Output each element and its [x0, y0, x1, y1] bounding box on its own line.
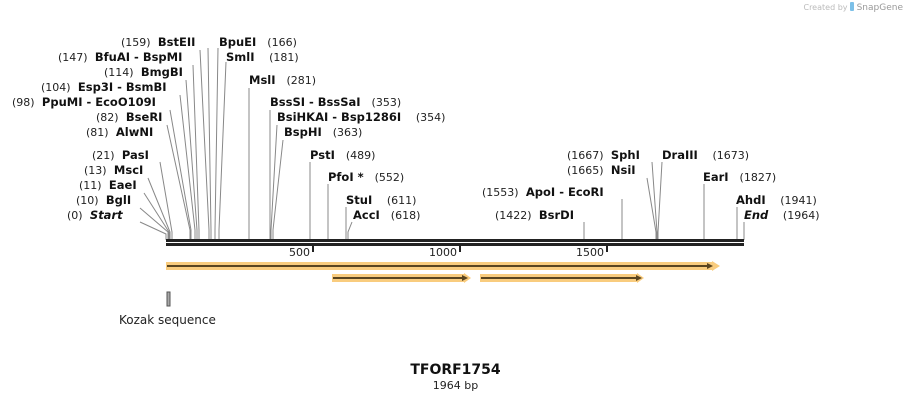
site-eari[interactable]: EarI (1827): [703, 170, 777, 184]
site-eaei[interactable]: (11) EaeI: [79, 178, 137, 192]
site-acci[interactable]: AccI (618): [353, 208, 421, 222]
site-pasi[interactable]: (21) PasI: [92, 148, 149, 162]
site-bsihkai[interactable]: BsiHKAI - Bsp1286I (354): [277, 110, 446, 124]
tick-label-1500: 1500: [576, 246, 604, 259]
site-alwni[interactable]: (81) AlwNI: [86, 125, 154, 139]
snapgene-logo-icon: [850, 2, 855, 11]
site-psti[interactable]: PstI (489): [310, 148, 376, 162]
orf-main[interactable]: [166, 261, 720, 271]
site-bsteii[interactable]: (159) BstEII: [121, 35, 196, 49]
site-end[interactable]: End (1964): [744, 208, 820, 222]
site-esp3i[interactable]: (104) Esp3I - BsmBI: [41, 80, 167, 94]
credit-brand: SnapGene: [856, 3, 903, 13]
site-bgli[interactable]: (10) BglI: [76, 193, 132, 207]
site-bfuai[interactable]: (147) BfuAI - BspMI: [58, 50, 183, 64]
site-smli[interactable]: SmlI (181): [226, 50, 299, 64]
site-draiii[interactable]: DraIII (1673): [662, 148, 750, 162]
backbone-bottom-strand: [166, 243, 744, 246]
site-start[interactable]: (0) Start: [67, 208, 123, 222]
snapgene-credit: Created by SnapGene: [803, 2, 903, 13]
map-length: 1964 bp: [432, 379, 479, 392]
site-bsphi[interactable]: BspHI (363): [284, 125, 363, 139]
site-bpuei[interactable]: BpuEI (166): [219, 35, 297, 49]
site-bsssi[interactable]: BssSI - BssSaI (353): [270, 95, 402, 109]
tick-label-1000: 1000: [429, 246, 457, 259]
site-connector-lines: [139, 47, 745, 240]
tick-label-500: 500: [289, 246, 310, 259]
site-ahdi[interactable]: AhdI (1941): [736, 193, 817, 207]
credit-prefix: Created by: [803, 3, 848, 12]
site-bsrdi[interactable]: (1422) BsrDI: [495, 208, 574, 222]
backbone-top-strand: [166, 239, 744, 242]
site-msci[interactable]: (13) MscI: [84, 163, 144, 177]
site-pfoi[interactable]: PfoI * (552): [328, 170, 405, 184]
site-bseri[interactable]: (82) BseRI: [96, 110, 163, 124]
site-bmgbi[interactable]: (114) BmgBI: [104, 65, 183, 79]
site-apoi[interactable]: (1553) ApoI - EcoRI: [482, 185, 604, 199]
map-title: TFORF1754: [410, 362, 501, 378]
site-msli[interactable]: MslI (281): [249, 73, 317, 87]
site-stui[interactable]: StuI (611): [346, 193, 417, 207]
site-ppumi[interactable]: (98) PpuMI - EcoO109I: [12, 95, 156, 109]
kozak-feature[interactable]: [166, 291, 171, 307]
orf-2[interactable]: [332, 273, 471, 283]
kozak-label: Kozak sequence: [119, 313, 216, 327]
axis-ticks: [312, 246, 608, 252]
orf-3[interactable]: [480, 273, 644, 283]
site-nsii[interactable]: (1665) NsiI: [567, 163, 636, 177]
site-sphi[interactable]: (1667) SphI: [567, 148, 640, 162]
